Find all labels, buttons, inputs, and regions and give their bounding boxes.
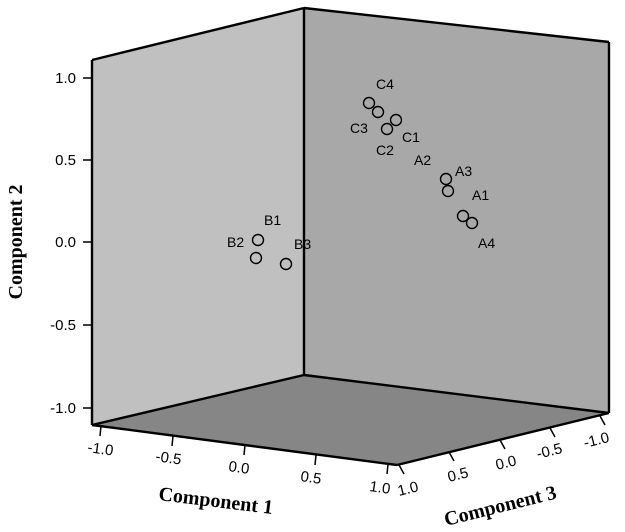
y-tick-label: 0.0 (55, 234, 76, 251)
x-tick: 0.0 (227, 444, 250, 478)
x-tick-label: 1.0 (368, 478, 391, 498)
x-tick: -1.0 (86, 425, 114, 460)
x-tick: 0.5 (299, 454, 322, 488)
x-axis-title: Component 1 (157, 483, 274, 519)
right-wall (304, 8, 609, 413)
data-points: A1 A2 A3 A4 B1 B2 B3 C1 C2 C3 C4 (227, 76, 495, 271)
y-tick: 1.0 (55, 70, 92, 87)
point-marker (249, 251, 263, 265)
point-marker (465, 216, 479, 230)
z-tick-label: -1.0 (582, 429, 611, 452)
point-label: A1 (472, 187, 489, 203)
x-tick-label: -0.5 (154, 448, 182, 468)
point-marker (371, 105, 385, 119)
x-tick-label: 0.5 (299, 468, 322, 488)
point-marker (251, 233, 265, 247)
point-label: B2 (227, 234, 244, 250)
y-tick: 0.5 (55, 152, 92, 169)
y-tick: -0.5 (50, 317, 92, 334)
point-label: A2 (414, 152, 431, 168)
x-tick-label: -1.0 (86, 439, 114, 459)
y-tick: -1.0 (50, 400, 92, 417)
x-axis: -1.0 -0.5 0.0 0.5 1.0 (86, 425, 391, 498)
y-tick-label: -0.5 (50, 317, 76, 334)
z-axis: 1.0 0.5 0.0 -0.5 -1.0 (396, 415, 611, 500)
point-marker (456, 209, 470, 223)
point-label: C4 (376, 76, 394, 92)
x-tick: -0.5 (154, 435, 182, 469)
point-label: C3 (350, 120, 368, 136)
y-tick-label: 0.5 (55, 152, 76, 169)
y-axis: 1.0 0.5 0.0 -0.5 -1.0 (50, 70, 92, 417)
y-tick-label: 1.0 (55, 70, 76, 87)
z-tick-label: 1.0 (396, 478, 420, 500)
point-marker (439, 172, 453, 186)
point-marker (389, 113, 403, 127)
z-tick: 0.0 (494, 439, 518, 474)
y-tick-label: -1.0 (50, 400, 76, 417)
point-marker (441, 184, 455, 198)
x-tick: 1.0 (368, 463, 391, 498)
z-tick: 1.0 (396, 464, 420, 500)
z-axis-title: Component 3 (442, 482, 559, 531)
point-marker (279, 257, 293, 271)
z-tick: -0.5 (535, 427, 564, 463)
point-label: B3 (294, 236, 311, 252)
point-label: A4 (478, 235, 495, 251)
left-wall (92, 8, 304, 425)
x-tick-label: 0.0 (227, 458, 250, 478)
point-label: B1 (264, 212, 281, 228)
y-axis-title: Component 2 (5, 184, 27, 299)
point-label: A3 (455, 163, 472, 179)
point-marker (380, 122, 394, 136)
z-tick-label: -0.5 (535, 440, 564, 463)
z-tick: -1.0 (582, 415, 611, 452)
z-tick: 0.5 (446, 451, 470, 486)
z-tick-label: 0.0 (494, 452, 518, 474)
point-label: C2 (376, 142, 394, 158)
point-label: C1 (402, 129, 420, 145)
point-marker (362, 96, 376, 110)
y-tick: 0.0 (55, 234, 92, 251)
z-tick-label: 0.5 (446, 464, 470, 486)
